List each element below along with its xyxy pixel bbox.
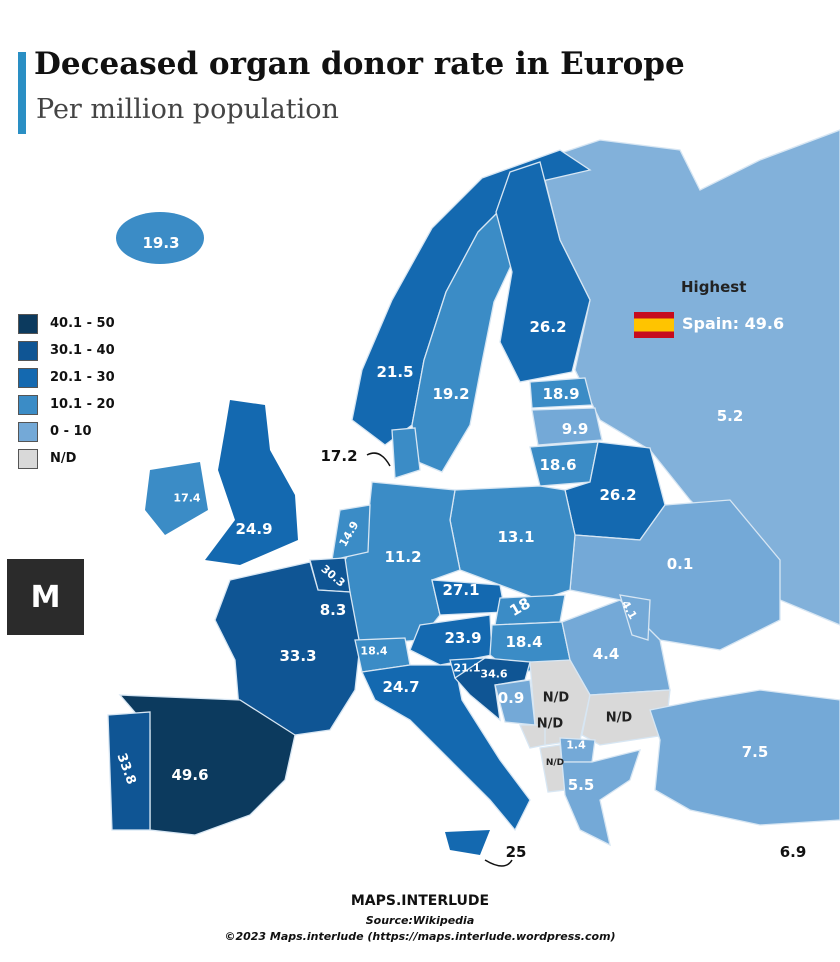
region-denmark: [391, 427, 421, 479]
highest-value: Spain: 49.6: [682, 314, 785, 333]
value-czechia: 27.1: [442, 581, 480, 599]
region-uk: [205, 400, 298, 565]
legend-swatch: [18, 313, 38, 334]
value-turkey: 7.5: [741, 743, 769, 761]
maps-interlude-logo: M: [7, 559, 84, 635]
value-sweden: 19.2: [432, 385, 470, 403]
value-macedonia: 1.4: [566, 738, 586, 752]
value-lithuania: 18.6: [539, 456, 577, 474]
value-austria: 23.9: [444, 629, 482, 647]
footer-source: Source:Wikipedia: [365, 914, 475, 927]
region-sicily: [445, 830, 490, 855]
value-latvia: 9.9: [561, 420, 589, 438]
value-estonia: 18.9: [542, 385, 580, 403]
region-iceland: [116, 212, 204, 264]
legend-label: N/D: [50, 451, 77, 466]
region-france: [214, 561, 361, 736]
legend-item: N/D: [18, 445, 115, 472]
legend-swatch: [18, 421, 38, 442]
page-subtitle: Per million population: [36, 94, 339, 125]
region-bulgaria: [581, 689, 671, 746]
value-bulgaria: N/D: [605, 710, 633, 726]
value-norway: 21.5: [376, 363, 414, 381]
value-cyprus: 6.9: [779, 843, 807, 861]
value-germany: 11.2: [384, 548, 422, 566]
legend-label: 30.1 - 40: [50, 343, 115, 358]
legend-item: 20.1 - 30: [18, 364, 115, 391]
legend-label: 0 - 10: [50, 424, 92, 439]
legend-item: 40.1 - 50: [18, 310, 115, 337]
spain-flag-icon: [634, 312, 674, 338]
legend-item: 0 - 10: [18, 418, 115, 445]
region-finland: [495, 161, 591, 383]
legend-item: 10.1 - 20: [18, 391, 115, 418]
region-estonia: [529, 377, 593, 409]
legend-item: 30.1 - 40: [18, 337, 115, 364]
region-ukraine: [569, 499, 781, 651]
legend: 40.1 - 50 30.1 - 40 20.1 - 30 10.1 - 20 …: [18, 310, 115, 472]
value-denmark: 17.2: [320, 447, 358, 465]
value-malta: 25: [505, 843, 527, 861]
region-montenegro: [519, 724, 546, 749]
title-accent-bar: [18, 52, 26, 134]
value-russia: 5.2: [716, 407, 744, 425]
legend-swatch: [18, 394, 38, 415]
legend-swatch: [18, 448, 38, 469]
region-portugal: [107, 711, 151, 831]
legend-swatch: [18, 340, 38, 361]
value-ireland: 17.4: [173, 491, 201, 505]
value-ukraine: 0.1: [666, 555, 694, 573]
legend-swatch: [18, 367, 38, 388]
value-montenegro: N/D: [536, 716, 564, 732]
legend-label: 10.1 - 20: [50, 397, 115, 412]
region-moldova: [619, 594, 651, 641]
value-croatia: 34.6: [480, 667, 508, 681]
value-poland: 13.1: [497, 528, 535, 546]
value-iceland: 19.3: [142, 234, 180, 252]
region-latvia: [531, 407, 603, 446]
region-greece: [561, 749, 641, 847]
value-luxembourg: 8.3: [319, 601, 347, 619]
value-serbia: N/D: [542, 690, 570, 706]
value-greece: 5.5: [567, 776, 595, 794]
legend-label: 40.1 - 50: [50, 316, 115, 331]
highest-heading: Highest: [681, 278, 747, 296]
value-slovenia: 21.1: [453, 661, 481, 675]
value-finland: 26.2: [529, 318, 567, 336]
value-belarus: 26.2: [599, 486, 637, 504]
value-romania: 4.4: [592, 645, 620, 663]
page-title: Deceased organ donor rate in Europe: [34, 46, 685, 82]
region-italy: [361, 664, 531, 832]
footer-brand: MAPS.INTERLUDE: [350, 893, 490, 909]
region-turkey: [649, 689, 840, 826]
value-hungary: 18.4: [505, 633, 543, 651]
value-albania: N/D: [545, 758, 565, 768]
region-ireland: [145, 462, 208, 535]
region-croatia: [454, 657, 531, 722]
legend-label: 20.1 - 30: [50, 370, 115, 385]
value-switzerland: 18.4: [360, 644, 388, 658]
value-bosnia: 0.9: [497, 689, 525, 707]
region-netherlands: [331, 504, 371, 561]
footer-copyright: ©2023 Maps.interlude (https://maps.inter…: [224, 930, 616, 943]
value-france: 33.3: [279, 647, 317, 665]
value-spain: 49.6: [171, 766, 209, 784]
value-uk: 24.9: [235, 520, 273, 538]
value-italy: 24.7: [382, 678, 420, 696]
